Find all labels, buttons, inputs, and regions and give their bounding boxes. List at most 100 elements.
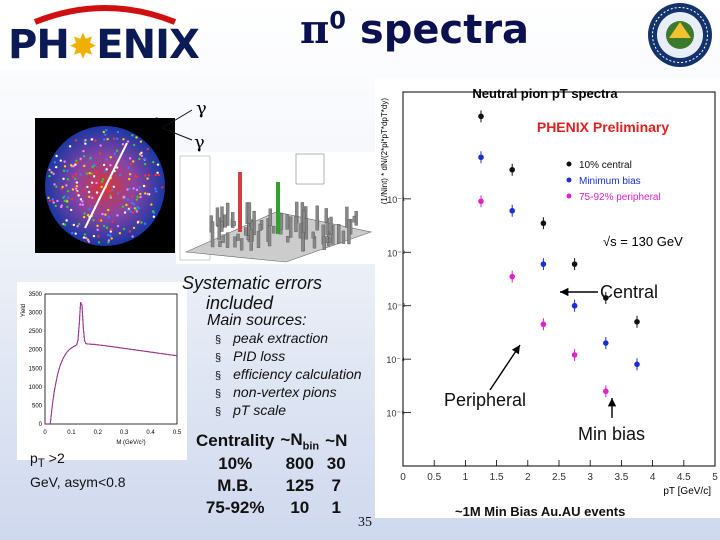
data-point — [634, 318, 640, 325]
pt-cut-line2: GeV, asym<0.8 — [30, 473, 126, 490]
chart-title: Neutral pion pT spectra — [472, 86, 618, 101]
pi0-symbol: π — [138, 116, 153, 142]
list-item: peak extraction — [215, 330, 362, 348]
legend-marker — [566, 193, 572, 199]
table-cell: 1 — [331, 498, 341, 518]
event-display-image — [35, 118, 175, 253]
chart-x-tick-label: 0.5 — [427, 472, 441, 483]
legend-marker — [566, 177, 572, 183]
legend-label: 75-92% peripheral — [579, 192, 661, 203]
mass-x-tick-label: 0.3 — [120, 430, 129, 436]
chart-y-tick-label: 10⁻³ — [387, 302, 405, 312]
chart-x-tick-label: 4 — [650, 472, 656, 483]
mass-fit-curve — [45, 301, 178, 425]
chart-y-tick-label: 10⁻¹ — [387, 195, 405, 205]
chart-y-axis-label: (1/Nint) * dN/(2*pi*pT*dpT*dy) — [380, 98, 389, 205]
systematics-title: Systematic errors included — [182, 273, 322, 313]
chart-x-tick-label: 1 — [463, 472, 469, 483]
data-point — [603, 340, 609, 346]
title-pi: π — [300, 6, 330, 53]
mass-y-tick-label: 2500 — [29, 329, 43, 335]
chart-y-tick-label: 10⁻² — [387, 248, 405, 258]
title-sup: 0 — [329, 6, 346, 35]
mass-y-tick-label: 3500 — [29, 292, 43, 298]
mass-y-tick-label: 2000 — [29, 348, 43, 354]
chart-x-tick-label: 2 — [525, 472, 531, 483]
data-point — [509, 207, 515, 214]
data-point — [509, 166, 515, 173]
centrality-table: Centrality ~Nbin ~N 10% 800 30 M.B. 125 … — [196, 430, 353, 520]
chart-x-tick-label: 1.5 — [490, 472, 504, 483]
data-point — [603, 295, 609, 301]
logo-star-icon: ✸ — [68, 27, 97, 67]
chart-x-tick-label: 5 — [712, 472, 718, 483]
page-title: π0 spectra — [300, 6, 529, 53]
data-point — [571, 352, 578, 358]
pt-cut-sub: T — [37, 456, 45, 470]
mass-y-tick-label: 1000 — [29, 385, 43, 391]
pt-cut-rest: >2 — [44, 450, 65, 466]
chart-y-tick-label: 10⁻⁵ — [387, 409, 406, 419]
phenix-logo: PH✸ENIX — [8, 22, 200, 68]
data-point — [634, 361, 640, 368]
mass-x-tick-label: 0.1 — [67, 430, 76, 436]
table-cell: 800 — [285, 454, 314, 474]
systematics-title-line2: included — [206, 293, 274, 313]
mass-y-tick-label: 3000 — [29, 311, 43, 317]
data-point — [478, 198, 484, 205]
pt-cut-label: pT >2 GeV, asym<0.8 — [30, 449, 126, 491]
table-row: M.B. 125 7 — [196, 476, 353, 498]
data-point — [540, 220, 547, 227]
header-centrality: Centrality — [196, 431, 275, 451]
chart-x-tick-label: 3 — [587, 472, 593, 483]
table-cell: 10 — [290, 498, 310, 518]
mass-x-tick-label: 0.4 — [146, 430, 155, 436]
header-nbin-sub: bin — [302, 440, 320, 453]
list-item: pT scale — [215, 402, 362, 420]
legend-marker — [566, 161, 572, 167]
gamma-label-2: γ — [194, 132, 205, 153]
mass-y-tick-label: 0 — [39, 422, 43, 428]
data-point — [540, 321, 547, 328]
mass-plot-panel: 0 0.1 0.2 0.3 0.4 0.5 0 500 1000 1500 2000 2500 3000… — [17, 282, 187, 460]
gamma-label-1: γ — [196, 98, 207, 119]
logo-panel: PH✸ENIX — [0, 0, 200, 70]
table-cell: 75-92% — [205, 498, 265, 518]
data-point — [571, 302, 578, 309]
doe-seal-icon — [648, 3, 712, 67]
chart-frame — [402, 91, 716, 467]
table-row: 10% 800 30 — [196, 454, 353, 476]
lego-plot-image — [176, 152, 376, 264]
table-cell: 125 — [285, 476, 314, 496]
systematics-subtitle: Main sources: — [207, 312, 307, 329]
chart-x-tick-label: 2.5 — [552, 472, 566, 483]
data-point — [540, 261, 547, 267]
table-cell: 30 — [326, 454, 346, 474]
data-point — [603, 388, 609, 395]
table-row: 75-92% 10 1 — [196, 498, 353, 520]
list-item: non-vertex pions — [215, 384, 362, 402]
events-note: ~1M Min Bias Au.AU events — [455, 504, 626, 519]
table-cell: 10% — [218, 454, 253, 474]
mass-plot-frame — [44, 293, 178, 425]
pi0-sup: 0 — [152, 116, 161, 131]
legend-label: 10% central — [579, 160, 632, 171]
energy-label: √s = 130 GeV — [603, 234, 683, 249]
logo-swoosh-icon — [33, 5, 177, 25]
pi0-label: π0 — [138, 116, 161, 141]
table-header-row: Centrality ~Nbin ~N — [196, 430, 353, 454]
chart-x-axis-label: pT [GeV/c] — [663, 486, 711, 497]
chart-watermark: PHENIX Preliminary — [537, 119, 669, 135]
page-number: 35 — [358, 515, 372, 530]
table-cell: M.B. — [217, 476, 254, 496]
mass-x-tick-label: 0 — [43, 430, 47, 436]
sources-list: peak extraction PID loss efficiency calc… — [215, 330, 362, 420]
data-point — [478, 113, 484, 120]
chart-x-tick-label: 3.5 — [614, 472, 628, 483]
pi0-decay-arrows — [161, 109, 193, 141]
title-text: spectra — [345, 7, 530, 53]
systematics-title-line1: Systematic errors — [182, 273, 323, 293]
header-npart: ~N — [325, 431, 348, 451]
mass-y-tick-label: 500 — [32, 403, 43, 409]
header-nbin-text: ~N — [280, 430, 303, 449]
